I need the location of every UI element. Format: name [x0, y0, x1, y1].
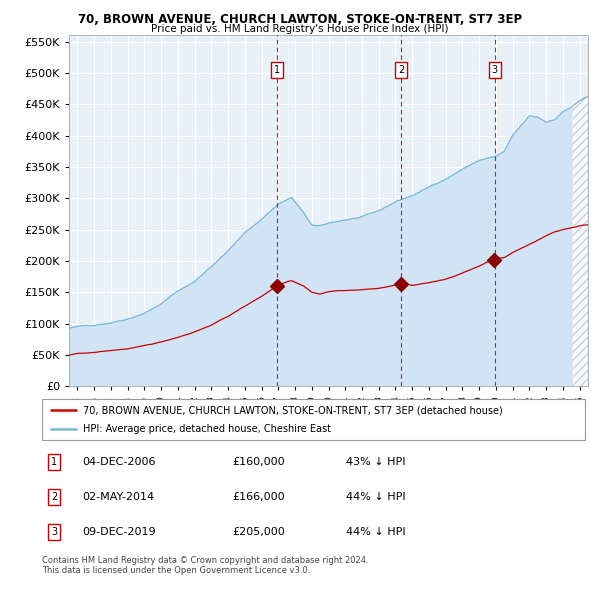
Text: 1: 1 — [274, 65, 280, 75]
Text: 3: 3 — [491, 65, 498, 75]
Text: £160,000: £160,000 — [232, 457, 284, 467]
Text: 70, BROWN AVENUE, CHURCH LAWTON, STOKE-ON-TRENT, ST7 3EP (detached house): 70, BROWN AVENUE, CHURCH LAWTON, STOKE-O… — [83, 405, 502, 415]
Text: £205,000: £205,000 — [232, 527, 285, 537]
Text: 2: 2 — [398, 65, 404, 75]
Text: Contains HM Land Registry data © Crown copyright and database right 2024.
This d: Contains HM Land Registry data © Crown c… — [42, 556, 368, 575]
Text: 43% ↓ HPI: 43% ↓ HPI — [346, 457, 406, 467]
Text: 09-DEC-2019: 09-DEC-2019 — [83, 527, 157, 537]
Text: 44% ↓ HPI: 44% ↓ HPI — [346, 527, 406, 537]
Text: 04-DEC-2006: 04-DEC-2006 — [83, 457, 156, 467]
Text: 70, BROWN AVENUE, CHURCH LAWTON, STOKE-ON-TRENT, ST7 3EP: 70, BROWN AVENUE, CHURCH LAWTON, STOKE-O… — [78, 13, 522, 26]
Text: 44% ↓ HPI: 44% ↓ HPI — [346, 492, 406, 502]
Text: 2: 2 — [51, 492, 57, 502]
Text: £166,000: £166,000 — [232, 492, 284, 502]
Text: HPI: Average price, detached house, Cheshire East: HPI: Average price, detached house, Ches… — [83, 424, 331, 434]
Text: 02-MAY-2014: 02-MAY-2014 — [83, 492, 155, 502]
Text: Price paid vs. HM Land Registry's House Price Index (HPI): Price paid vs. HM Land Registry's House … — [151, 24, 449, 34]
Text: 3: 3 — [51, 527, 57, 537]
Text: 1: 1 — [51, 457, 57, 467]
